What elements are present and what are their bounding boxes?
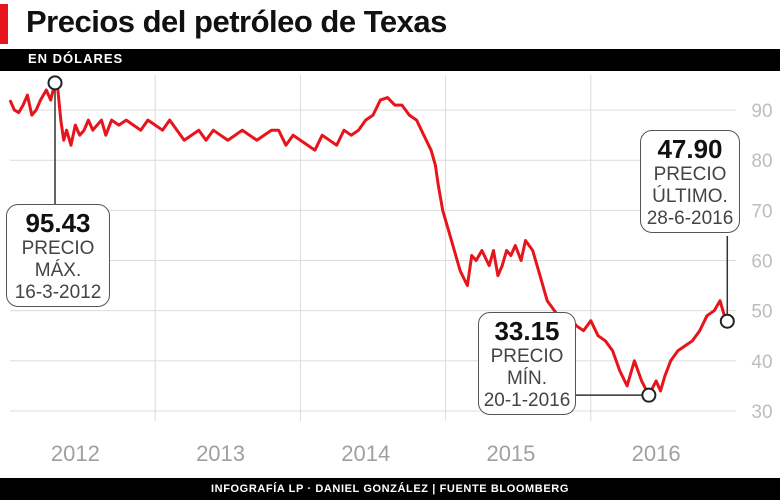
annotation-max-price: 95.43 PRECIO MÁX. 16-3-2012 <box>6 204 110 307</box>
series-line <box>8 81 729 397</box>
x-tick-labels: 2012 2013 2014 2015 2016 <box>51 441 681 466</box>
title-accent-bar <box>0 4 8 44</box>
x-tick-label-2015: 2015 <box>486 441 535 466</box>
y-gridlines <box>10 109 736 412</box>
annotation-last-date: 28-6-2016 <box>646 208 734 229</box>
annotation-max-date: 16-3-2012 <box>14 282 102 303</box>
y-tick-label-30: 30 <box>751 402 772 423</box>
y-tick-label-60: 60 <box>751 252 772 273</box>
annotation-min-price: 33.15 PRECIO MÍN. 20-1-2016 <box>478 312 576 415</box>
annotation-last-label2: ÚLTIMO. <box>652 186 728 207</box>
chart-title: Precios del petróleo de Texas <box>26 4 447 39</box>
annotation-max-label2: MÁX. <box>34 260 82 281</box>
y-tick-label-40: 40 <box>751 352 772 373</box>
subtitle-bar: EN DÓLARES <box>0 49 780 71</box>
annotation-max-label1: PRECIO <box>21 238 95 259</box>
annotation-min-label2: MÍN. <box>506 368 548 389</box>
x-tick-label-2013: 2013 <box>196 441 245 466</box>
annotation-max-value: 95.43 <box>25 208 91 238</box>
x-tick-label-2014: 2014 <box>341 441 390 466</box>
x-tick-label-2012: 2012 <box>51 441 100 466</box>
marker-min <box>641 387 657 403</box>
annotation-leaders <box>54 82 729 396</box>
annotation-min-value: 33.15 <box>494 316 560 346</box>
annotation-min-label1: PRECIO <box>490 346 564 367</box>
chart-subtitle: EN DÓLARES <box>28 51 124 66</box>
annotation-markers <box>47 75 735 403</box>
line-chart: 30 40 50 60 70 80 90 2012 2013 2014 2015 2016 <box>8 75 773 466</box>
annotation-last-value: 47.90 <box>657 134 723 164</box>
y-tick-label-50: 50 <box>751 302 772 323</box>
y-tick-label-90: 90 <box>751 101 772 122</box>
annotation-last-price: 47.90 PRECIO ÚLTIMO. 28-6-2016 <box>640 130 740 233</box>
annotation-min-date: 20-1-2016 <box>483 390 571 411</box>
y-tick-label-70: 70 <box>751 201 772 222</box>
marker-last <box>719 313 735 329</box>
marker-max <box>47 75 63 91</box>
y-tick-label-80: 80 <box>751 151 772 172</box>
x-tick-label-2016: 2016 <box>632 441 681 466</box>
y-tick-labels: 30 40 50 60 70 80 90 <box>751 101 772 423</box>
footer-bar: INFOGRAFÍA LP · DANIEL GONZÁLEZ | FUENTE… <box>0 478 780 500</box>
annotation-last-label1: PRECIO <box>653 164 727 185</box>
source-credit: INFOGRAFÍA LP · DANIEL GONZÁLEZ | FUENTE… <box>211 483 569 495</box>
x-gridlines <box>154 75 592 421</box>
